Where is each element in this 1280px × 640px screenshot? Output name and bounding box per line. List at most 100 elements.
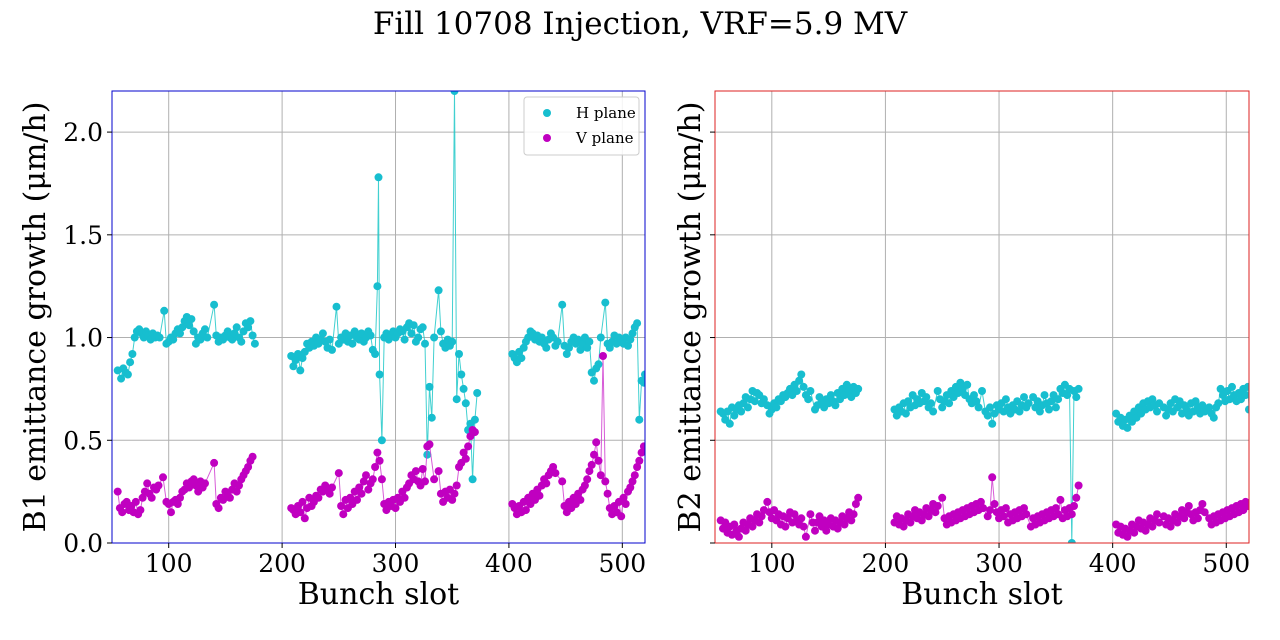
right-subplot: 100 200 300 400 500 Bunch slot B2 emittance gr… <box>673 90 1250 612</box>
data-point <box>799 522 808 531</box>
data-point <box>350 327 359 336</box>
data-point <box>945 399 954 408</box>
data-point <box>730 411 739 420</box>
x-tick-label: 100 <box>748 549 796 578</box>
data-point <box>576 345 585 354</box>
x-tick-label: 300 <box>372 549 420 578</box>
data-point <box>201 325 209 334</box>
y-tick-label: 1.0 <box>63 324 103 353</box>
data-point <box>377 475 386 484</box>
data-point <box>459 448 468 457</box>
data-point <box>851 500 860 508</box>
data-point <box>990 500 999 508</box>
data-point <box>933 387 942 395</box>
data-point <box>1020 393 1028 402</box>
data-point <box>334 469 343 478</box>
data-point <box>988 473 997 482</box>
data-point <box>1054 395 1063 404</box>
data-point <box>626 335 635 344</box>
data-point <box>154 481 163 490</box>
data-point <box>583 343 592 352</box>
data-point <box>542 343 551 352</box>
data-point <box>639 378 645 387</box>
data-point <box>232 487 241 496</box>
data-point <box>1191 397 1200 406</box>
data-point <box>924 512 933 521</box>
data-point <box>450 91 459 95</box>
x-axis-label: Bunch slot <box>298 577 459 612</box>
data-point <box>464 442 473 451</box>
data-point <box>763 497 772 506</box>
data-point <box>1015 407 1024 416</box>
data-point <box>244 323 253 332</box>
data-point <box>126 358 135 367</box>
data-point <box>790 510 799 519</box>
data-point <box>1051 403 1060 412</box>
series-v-plane <box>113 352 645 523</box>
data-point <box>772 403 781 412</box>
y-tick-label: 1.5 <box>63 221 103 250</box>
data-point <box>1153 407 1161 416</box>
data-point <box>373 448 382 457</box>
data-point <box>519 343 528 352</box>
data-point <box>743 403 752 412</box>
data-point <box>904 397 913 406</box>
data-point <box>201 479 209 488</box>
data-point <box>979 504 988 513</box>
data-point <box>521 506 530 515</box>
y-tick-label: 2.0 <box>63 118 103 147</box>
data-point <box>113 487 122 496</box>
data-point <box>725 419 734 428</box>
data-point <box>143 479 152 488</box>
data-point <box>373 282 382 291</box>
data-point <box>596 471 605 480</box>
data-point <box>1148 395 1157 404</box>
data-point <box>235 481 243 490</box>
data-point <box>929 407 938 416</box>
data-point <box>983 512 992 521</box>
data-point <box>792 387 801 395</box>
data-point <box>849 510 858 519</box>
data-point <box>826 391 835 400</box>
data-point <box>461 454 470 463</box>
data-point <box>167 508 175 517</box>
data-point <box>1056 495 1065 504</box>
data-point <box>781 522 790 531</box>
data-point <box>210 458 219 467</box>
data-point <box>375 456 384 465</box>
data-point <box>203 333 212 342</box>
data-point <box>117 374 126 383</box>
data-point <box>594 456 603 465</box>
data-point <box>196 335 205 344</box>
data-point <box>1173 518 1182 527</box>
plot-frame <box>111 90 646 544</box>
data-point <box>130 333 139 342</box>
data-point <box>375 370 384 379</box>
data-point <box>421 477 429 486</box>
data-point <box>976 497 985 506</box>
data-point <box>931 508 940 517</box>
data-point <box>457 370 466 379</box>
data-point <box>1035 407 1044 416</box>
data-point <box>1051 504 1060 513</box>
data-point <box>795 376 804 385</box>
data-point <box>988 419 997 428</box>
data-point <box>459 384 468 393</box>
data-point <box>377 436 386 445</box>
data-point <box>298 497 307 506</box>
data-point <box>1047 397 1056 406</box>
data-point <box>1214 399 1223 408</box>
legend-marker <box>543 109 551 117</box>
data-point <box>734 532 743 541</box>
data-point <box>741 526 750 535</box>
data-point <box>630 471 639 480</box>
data-point <box>974 403 983 412</box>
data-point <box>210 300 219 309</box>
data-point <box>580 481 589 490</box>
data-point <box>535 491 544 500</box>
data-point <box>558 477 567 486</box>
data-point <box>551 469 560 478</box>
data-point <box>1228 382 1236 391</box>
data-point <box>963 380 972 389</box>
data-point <box>418 465 427 473</box>
